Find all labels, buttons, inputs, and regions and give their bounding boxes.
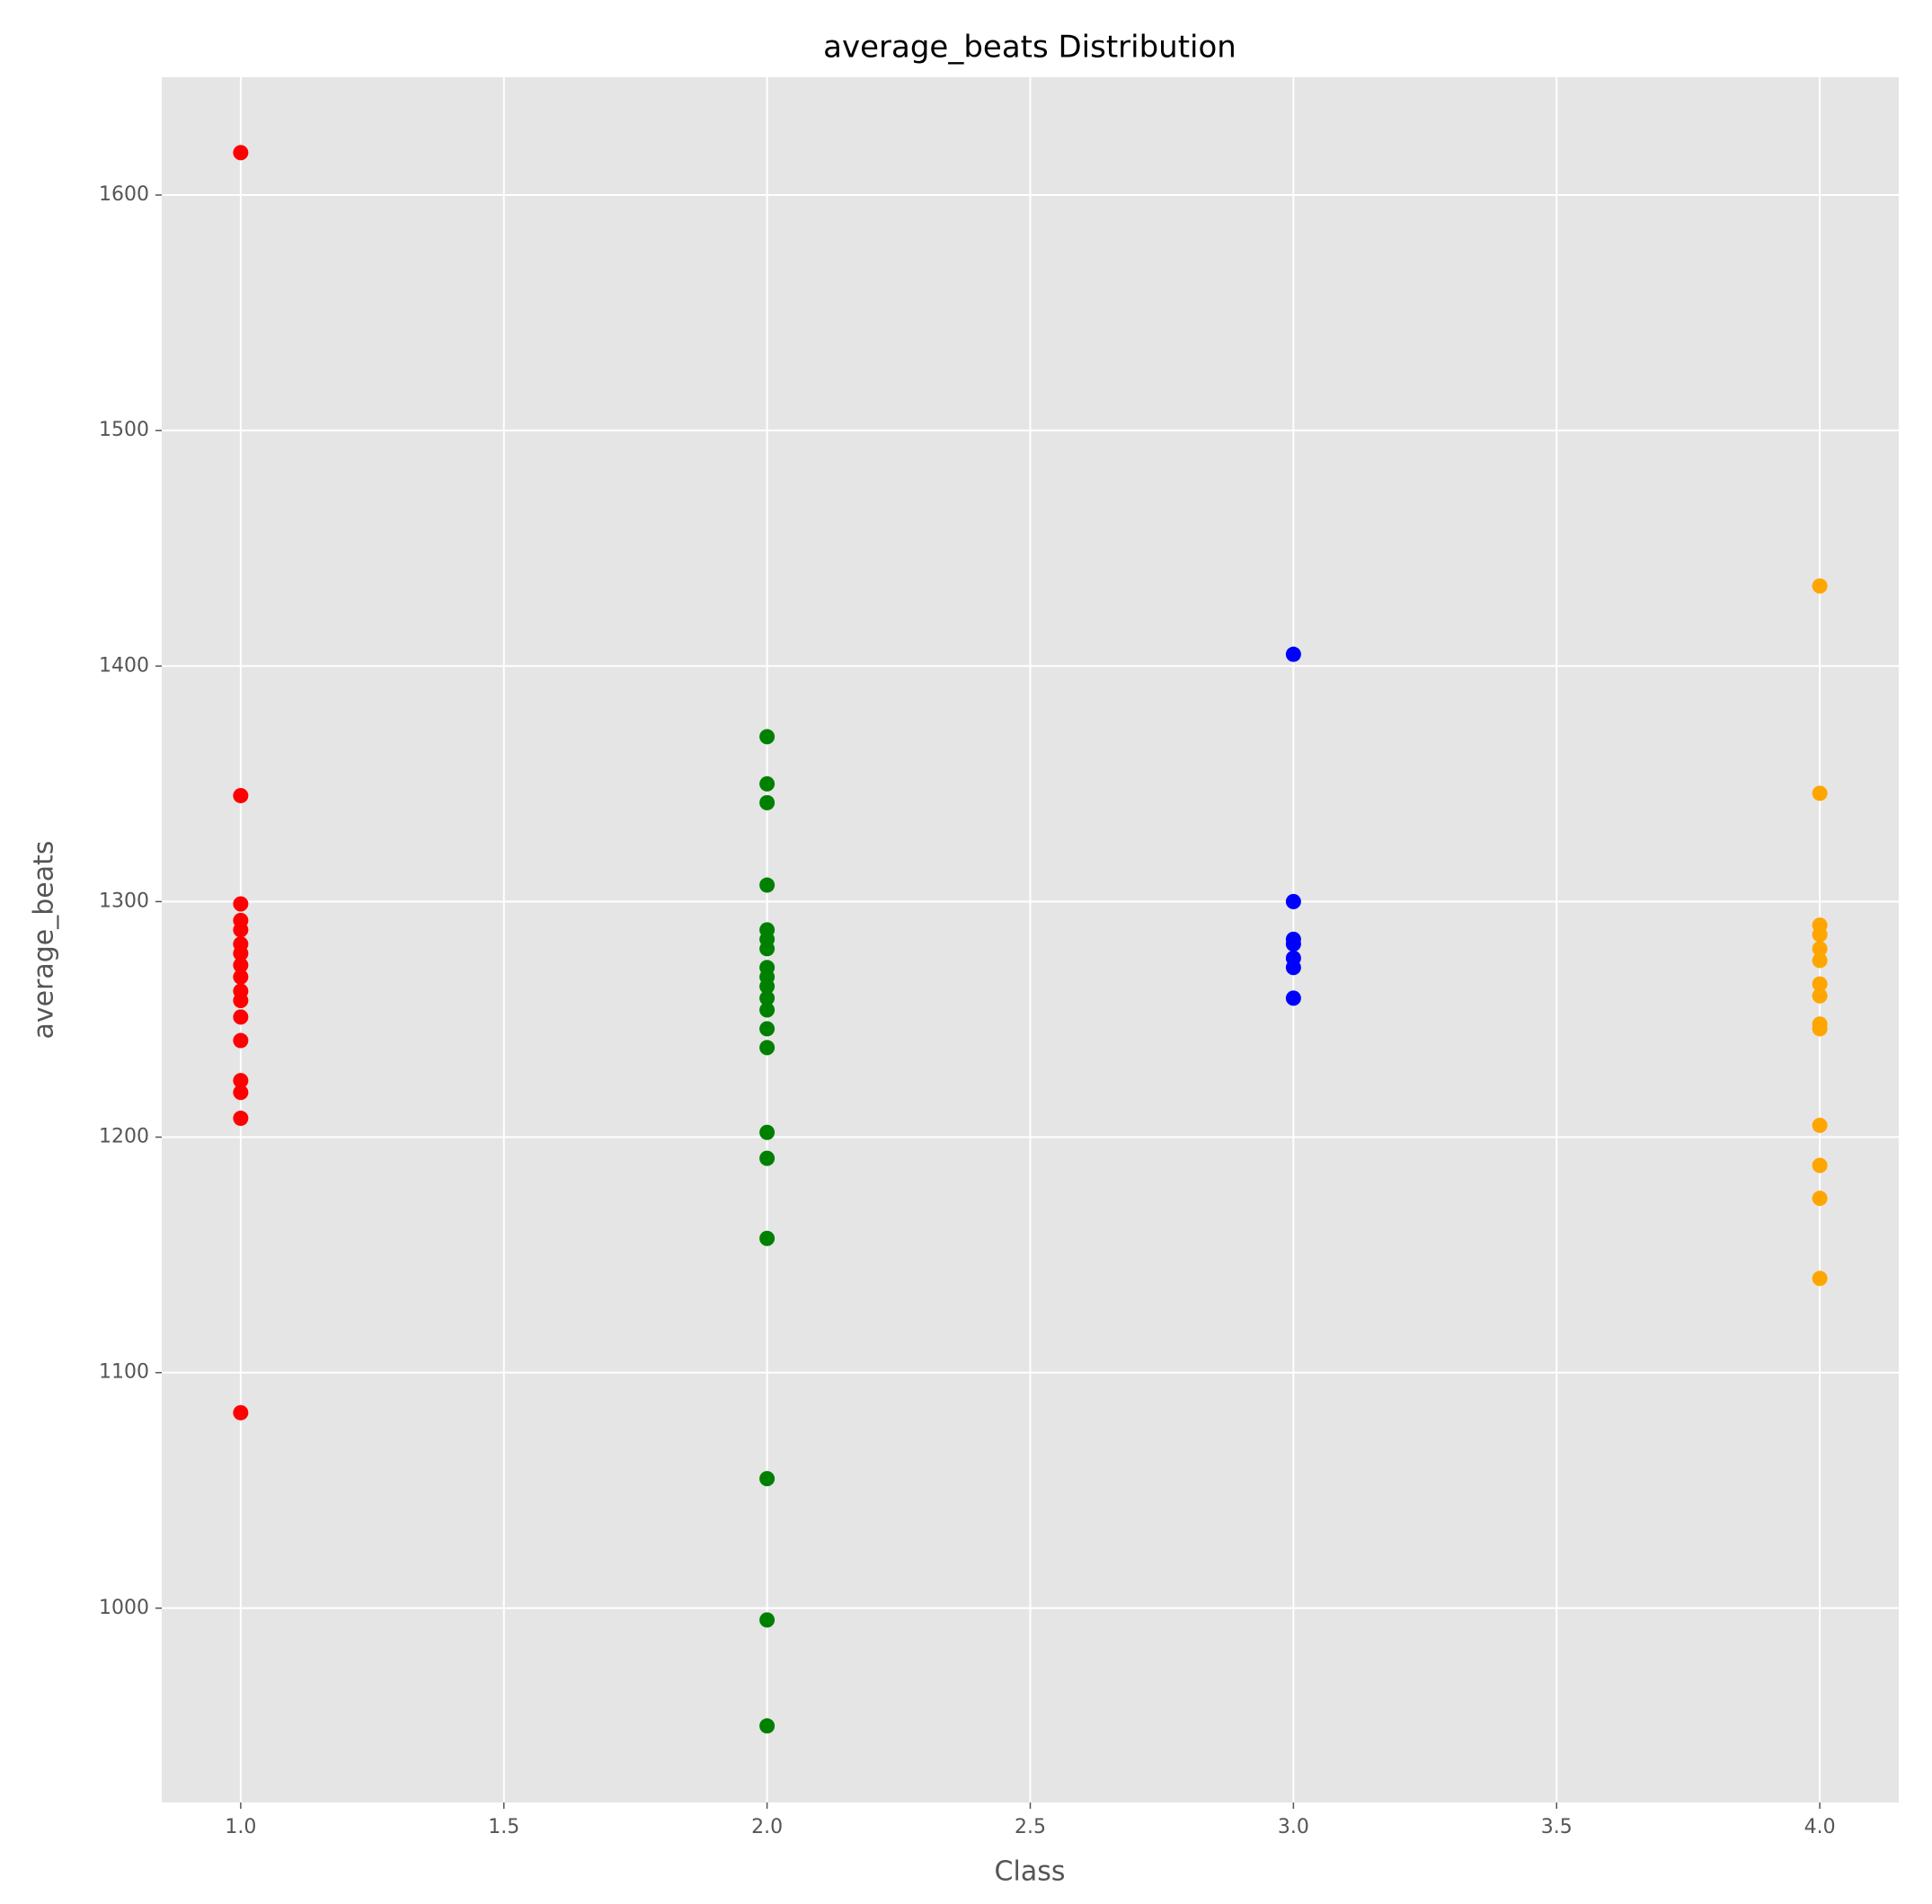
point — [759, 1471, 775, 1487]
point — [759, 1230, 775, 1246]
point — [1285, 936, 1301, 952]
point — [759, 1002, 775, 1018]
point — [1812, 941, 1828, 957]
point — [1812, 1021, 1828, 1037]
y-tick-label: 1200 — [99, 1126, 149, 1148]
y-tick-label: 1400 — [99, 654, 149, 677]
point — [233, 1073, 249, 1089]
point — [759, 1021, 775, 1037]
y-tick-label: 1500 — [99, 419, 149, 441]
point — [233, 969, 249, 985]
point — [759, 979, 775, 995]
point — [233, 922, 249, 938]
y-axis-label: average_beats — [29, 840, 60, 1039]
x-axis-label: Class — [995, 1856, 1066, 1888]
point — [233, 1009, 249, 1025]
point — [233, 1404, 249, 1421]
point — [1285, 960, 1301, 976]
point — [1812, 987, 1828, 1004]
point — [1812, 578, 1828, 594]
point — [233, 945, 249, 961]
point — [1812, 1157, 1828, 1173]
point — [759, 1040, 775, 1056]
x-tick-label: 3.5 — [1541, 1816, 1573, 1838]
point — [759, 990, 775, 1006]
x-tick-label: 1.0 — [225, 1816, 256, 1838]
point — [759, 941, 775, 957]
marks — [233, 145, 1828, 1734]
y-tick-label: 1300 — [99, 890, 149, 912]
point — [1812, 926, 1828, 943]
point — [1812, 952, 1828, 969]
point — [233, 787, 249, 803]
point — [759, 877, 775, 893]
point — [1812, 785, 1828, 801]
point — [1812, 976, 1828, 992]
point — [759, 1718, 775, 1734]
point — [759, 794, 775, 810]
point — [1812, 1271, 1828, 1287]
y-tick-label: 1000 — [99, 1597, 149, 1619]
point — [233, 1032, 249, 1049]
point — [1812, 1117, 1828, 1133]
x-tick-label: 3.0 — [1278, 1816, 1309, 1838]
x-tick-label: 1.5 — [488, 1816, 519, 1838]
point — [233, 957, 249, 973]
point — [1285, 646, 1301, 662]
point — [759, 1124, 775, 1140]
point — [233, 145, 249, 161]
point — [233, 1085, 249, 1101]
point — [1285, 990, 1301, 1006]
point — [233, 1111, 249, 1127]
point — [1285, 893, 1301, 909]
point — [759, 1150, 775, 1166]
point — [759, 1612, 775, 1628]
point — [1812, 1191, 1828, 1207]
x-tick-label: 2.5 — [1015, 1816, 1046, 1838]
point — [759, 775, 775, 792]
point — [233, 992, 249, 1008]
x-tick-label: 2.0 — [751, 1816, 783, 1838]
chart-title: average_beats Distribution — [823, 30, 1236, 66]
point — [759, 729, 775, 745]
x-tick-label: 4.0 — [1804, 1816, 1836, 1838]
y-tick-label: 1100 — [99, 1361, 149, 1384]
y-tick-label: 1600 — [99, 183, 149, 206]
point — [233, 896, 249, 912]
